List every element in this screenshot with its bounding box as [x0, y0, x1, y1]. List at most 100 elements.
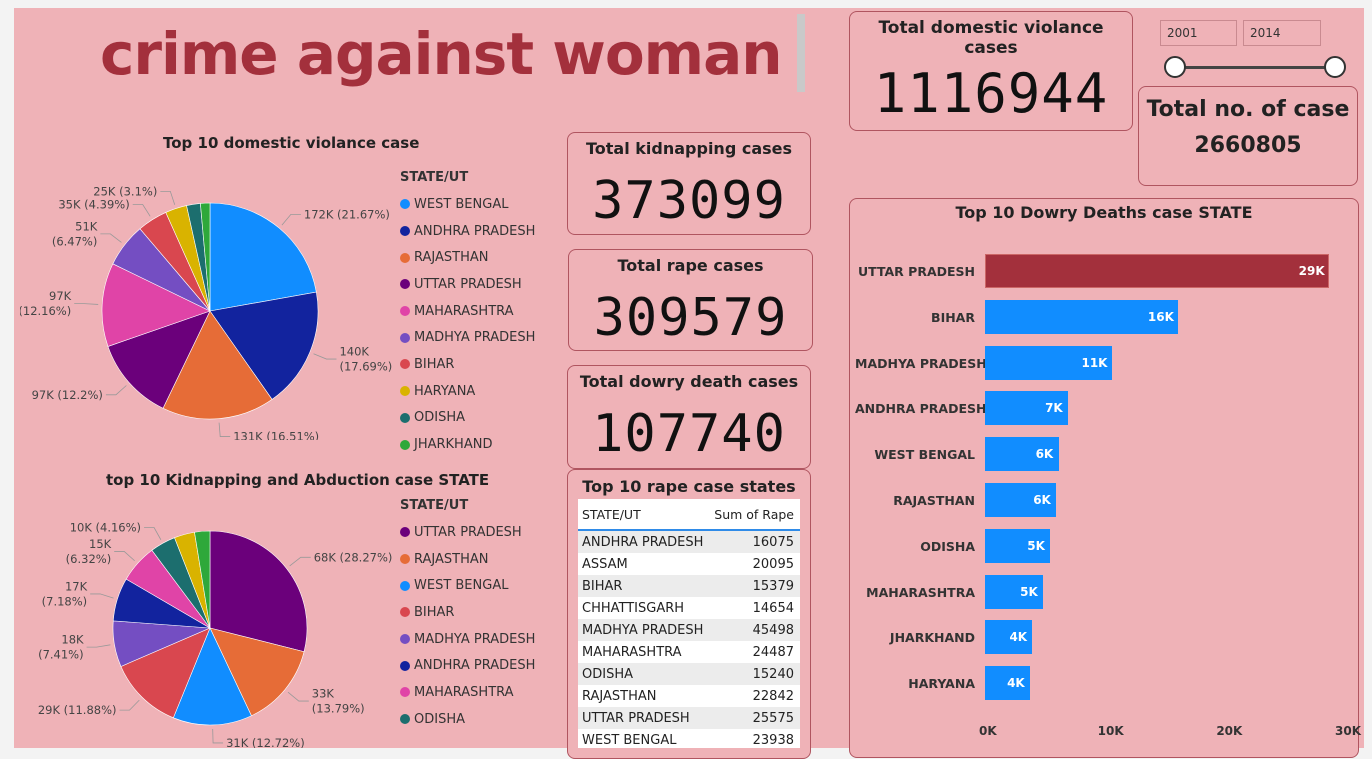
dowry-bar-5[interactable]	[985, 483, 1057, 517]
pie1-leader-1	[313, 353, 337, 360]
pie2-legend-item-5[interactable]: ANDHRA PRADESH	[400, 652, 535, 679]
rape-card: Total rape cases 309579	[568, 249, 813, 351]
pie1-slice-0[interactable]	[209, 202, 317, 312]
pie2-slice-0[interactable]	[209, 530, 308, 653]
pie2-legend-dot-6	[400, 687, 410, 698]
pie2-data-label-7: 10K (4.16%)	[70, 521, 141, 535]
dowry-bar-7[interactable]	[985, 574, 1044, 609]
table-cell-sum: 25575	[752, 710, 794, 726]
domestic-card: Total domestic violance cases 1116944	[849, 11, 1133, 131]
year-slider-track[interactable]	[1176, 66, 1336, 69]
pie2-legend-label-1: RAJASTHAN	[414, 551, 489, 567]
table-cell-state: MAHARASHTRA	[582, 644, 682, 660]
pie2-legend-item-2[interactable]: WEST BENGAL	[400, 572, 535, 599]
pie1-legend-item-4[interactable]: MAHARASHTRA	[400, 298, 535, 325]
dowry-bar-1[interactable]	[985, 299, 1179, 334]
pie2-chart: 68K (28.27%) 33K (13.79%) 31K (12.72%) 29K (…	[38, 521, 393, 748]
pie2-leader-2	[212, 728, 224, 744]
pie1-slice-3[interactable]	[107, 310, 211, 409]
pie1-legend-item-9[interactable]: JHARKHAND	[400, 431, 535, 458]
pie2-data-label-2: 31K (12.72%)	[226, 736, 305, 748]
pie2-leader-1	[287, 691, 309, 702]
dowry-bar-category-7: MAHARASHTRA	[866, 584, 975, 600]
pie1-legend-item-6[interactable]: BIHAR	[400, 351, 535, 378]
pie2-slice-2[interactable]	[172, 627, 252, 726]
domestic-card-label: Total domestic violance cases	[878, 18, 1104, 58]
year-slider-end-handle[interactable]	[1324, 56, 1346, 78]
table-header-state[interactable]: STATE/UT	[582, 506, 641, 522]
pie2-data-label-5: 17K (7.18%)	[42, 579, 88, 608]
dowry-x-tick-0: 0K	[979, 724, 997, 738]
table-cell-sum: 16075	[752, 534, 794, 550]
pie1-slice-2[interactable]	[162, 310, 273, 420]
dowry-bar-category-4: WEST BENGAL	[874, 447, 975, 463]
pie1-slice-4[interactable]	[101, 263, 211, 347]
year-slider-start-handle[interactable]	[1164, 56, 1186, 78]
rape-card-label: Total rape cases	[617, 256, 764, 275]
pie1-slice-1[interactable]	[209, 291, 319, 400]
table-cell-state: MADHYA PRADESH	[582, 622, 704, 638]
pie1-legend-label-1: ANDHRA PRADESH	[414, 223, 536, 239]
pie1-leader-7	[160, 191, 176, 205]
dowry-bar-8[interactable]	[985, 620, 1033, 655]
pie2-slice-3[interactable]	[120, 627, 211, 719]
table-cell-state: RAJASTHAN	[582, 688, 657, 704]
pie2-legend-item-6[interactable]: MAHARASHTRA	[400, 679, 535, 706]
pie2-legend-item-7[interactable]: ODISHA	[400, 706, 535, 733]
dowry-bar-value-2: 11K	[1081, 355, 1108, 370]
pie2-legend-label-7: ODISHA	[414, 711, 465, 727]
pie2-legend-item-4[interactable]: MADHYA PRADESH	[400, 626, 535, 653]
pie2-legend-label-0: UTTAR PRADESH	[414, 524, 522, 540]
dowry-x-tick-3: 30K	[1335, 724, 1361, 738]
dowry-bar-0[interactable]	[985, 254, 1330, 288]
dowry-bar-2[interactable]	[985, 345, 1112, 380]
table-row[interactable]: RAJASTHAN 22842	[578, 685, 800, 707]
pie1-legend-dot-7	[400, 386, 410, 397]
pie1-legend-item-7[interactable]: HARYANA	[400, 378, 535, 405]
pie1-data-label-6: 35K (4.39%)	[58, 197, 129, 211]
pie1-legend-label-9: JHARKHAND	[414, 437, 493, 453]
scroll-indicator	[797, 14, 805, 92]
dowry-bar-3[interactable]	[985, 391, 1069, 426]
rape-table: STATE/UT Sum of Rape ANDHRA PRADESH 16075…	[578, 499, 800, 748]
table-cell-sum: 22842	[752, 688, 794, 704]
pie2-legend-item-0[interactable]: UTTAR PRADESH	[400, 519, 535, 546]
table-row[interactable]: WEST BENGAL 23938	[578, 729, 800, 748]
table-row[interactable]: ANDHRA PRADESH 16075	[578, 531, 800, 553]
dowry-x-tick-1: 10K	[1097, 724, 1124, 738]
pie1-legend-item-3[interactable]: UTTAR PRADESH	[400, 271, 535, 298]
table-cell-state: ODISHA	[582, 666, 633, 682]
dowry-bar-6[interactable]	[985, 528, 1051, 563]
pie2-legend-item-3[interactable]: BIHAR	[400, 599, 535, 626]
pie1-legend-item-2[interactable]: RAJASTHAN	[400, 244, 535, 271]
table-row[interactable]: MAHARASHTRA 24487	[578, 641, 800, 663]
pie1-slice-9[interactable]	[200, 202, 211, 312]
table-row[interactable]: CHHATTISGARH 14654	[578, 597, 800, 619]
pie2-slice-9[interactable]	[194, 530, 211, 629]
dowry-bar-category-6: ODISHA	[920, 538, 975, 554]
pie2-data-label-0: 68K (28.27%)	[314, 550, 393, 564]
end-year-input[interactable]: 2014	[1243, 20, 1321, 46]
dowry-bar-9[interactable]	[985, 666, 1031, 701]
table-row[interactable]: MADHYA PRADESH 45498	[578, 619, 800, 641]
dowry-bar-value-9: 4K	[1007, 676, 1025, 691]
table-row[interactable]: ASSAM 20095	[578, 553, 800, 575]
dowry-x-tick-2: 20K	[1216, 724, 1243, 738]
table-header-sum[interactable]: Sum of Rape	[714, 506, 794, 522]
pie2-legend-item-1[interactable]: RAJASTHAN	[400, 546, 535, 573]
table-row[interactable]: ODISHA 15240	[578, 663, 800, 685]
pie1-legend-dot-1	[400, 226, 410, 237]
table-row[interactable]: UTTAR PRADESH 25575	[578, 707, 800, 729]
pie1-legend-item-5[interactable]: MADHYA PRADESH	[400, 324, 535, 351]
pie1-legend-item-1[interactable]: ANDHRA PRADESH	[400, 218, 535, 245]
pie1-legend-item-8[interactable]: ODISHA	[400, 405, 535, 432]
dowry-bar-value-6: 5K	[1027, 538, 1045, 553]
start-year-input[interactable]: 2001	[1160, 20, 1237, 46]
pie1-legend-item-0[interactable]: WEST BENGAL	[400, 191, 535, 218]
dowry-bar-4[interactable]	[985, 437, 1059, 472]
pie1-leader-6	[132, 204, 151, 217]
pie1-legend-label-6: BIHAR	[414, 356, 455, 372]
table-row[interactable]: BIHAR 15379	[578, 575, 800, 597]
dowry-bar-category-3: ANDHRA PRADESH	[855, 401, 987, 417]
pie2-slice-1[interactable]	[209, 627, 305, 717]
